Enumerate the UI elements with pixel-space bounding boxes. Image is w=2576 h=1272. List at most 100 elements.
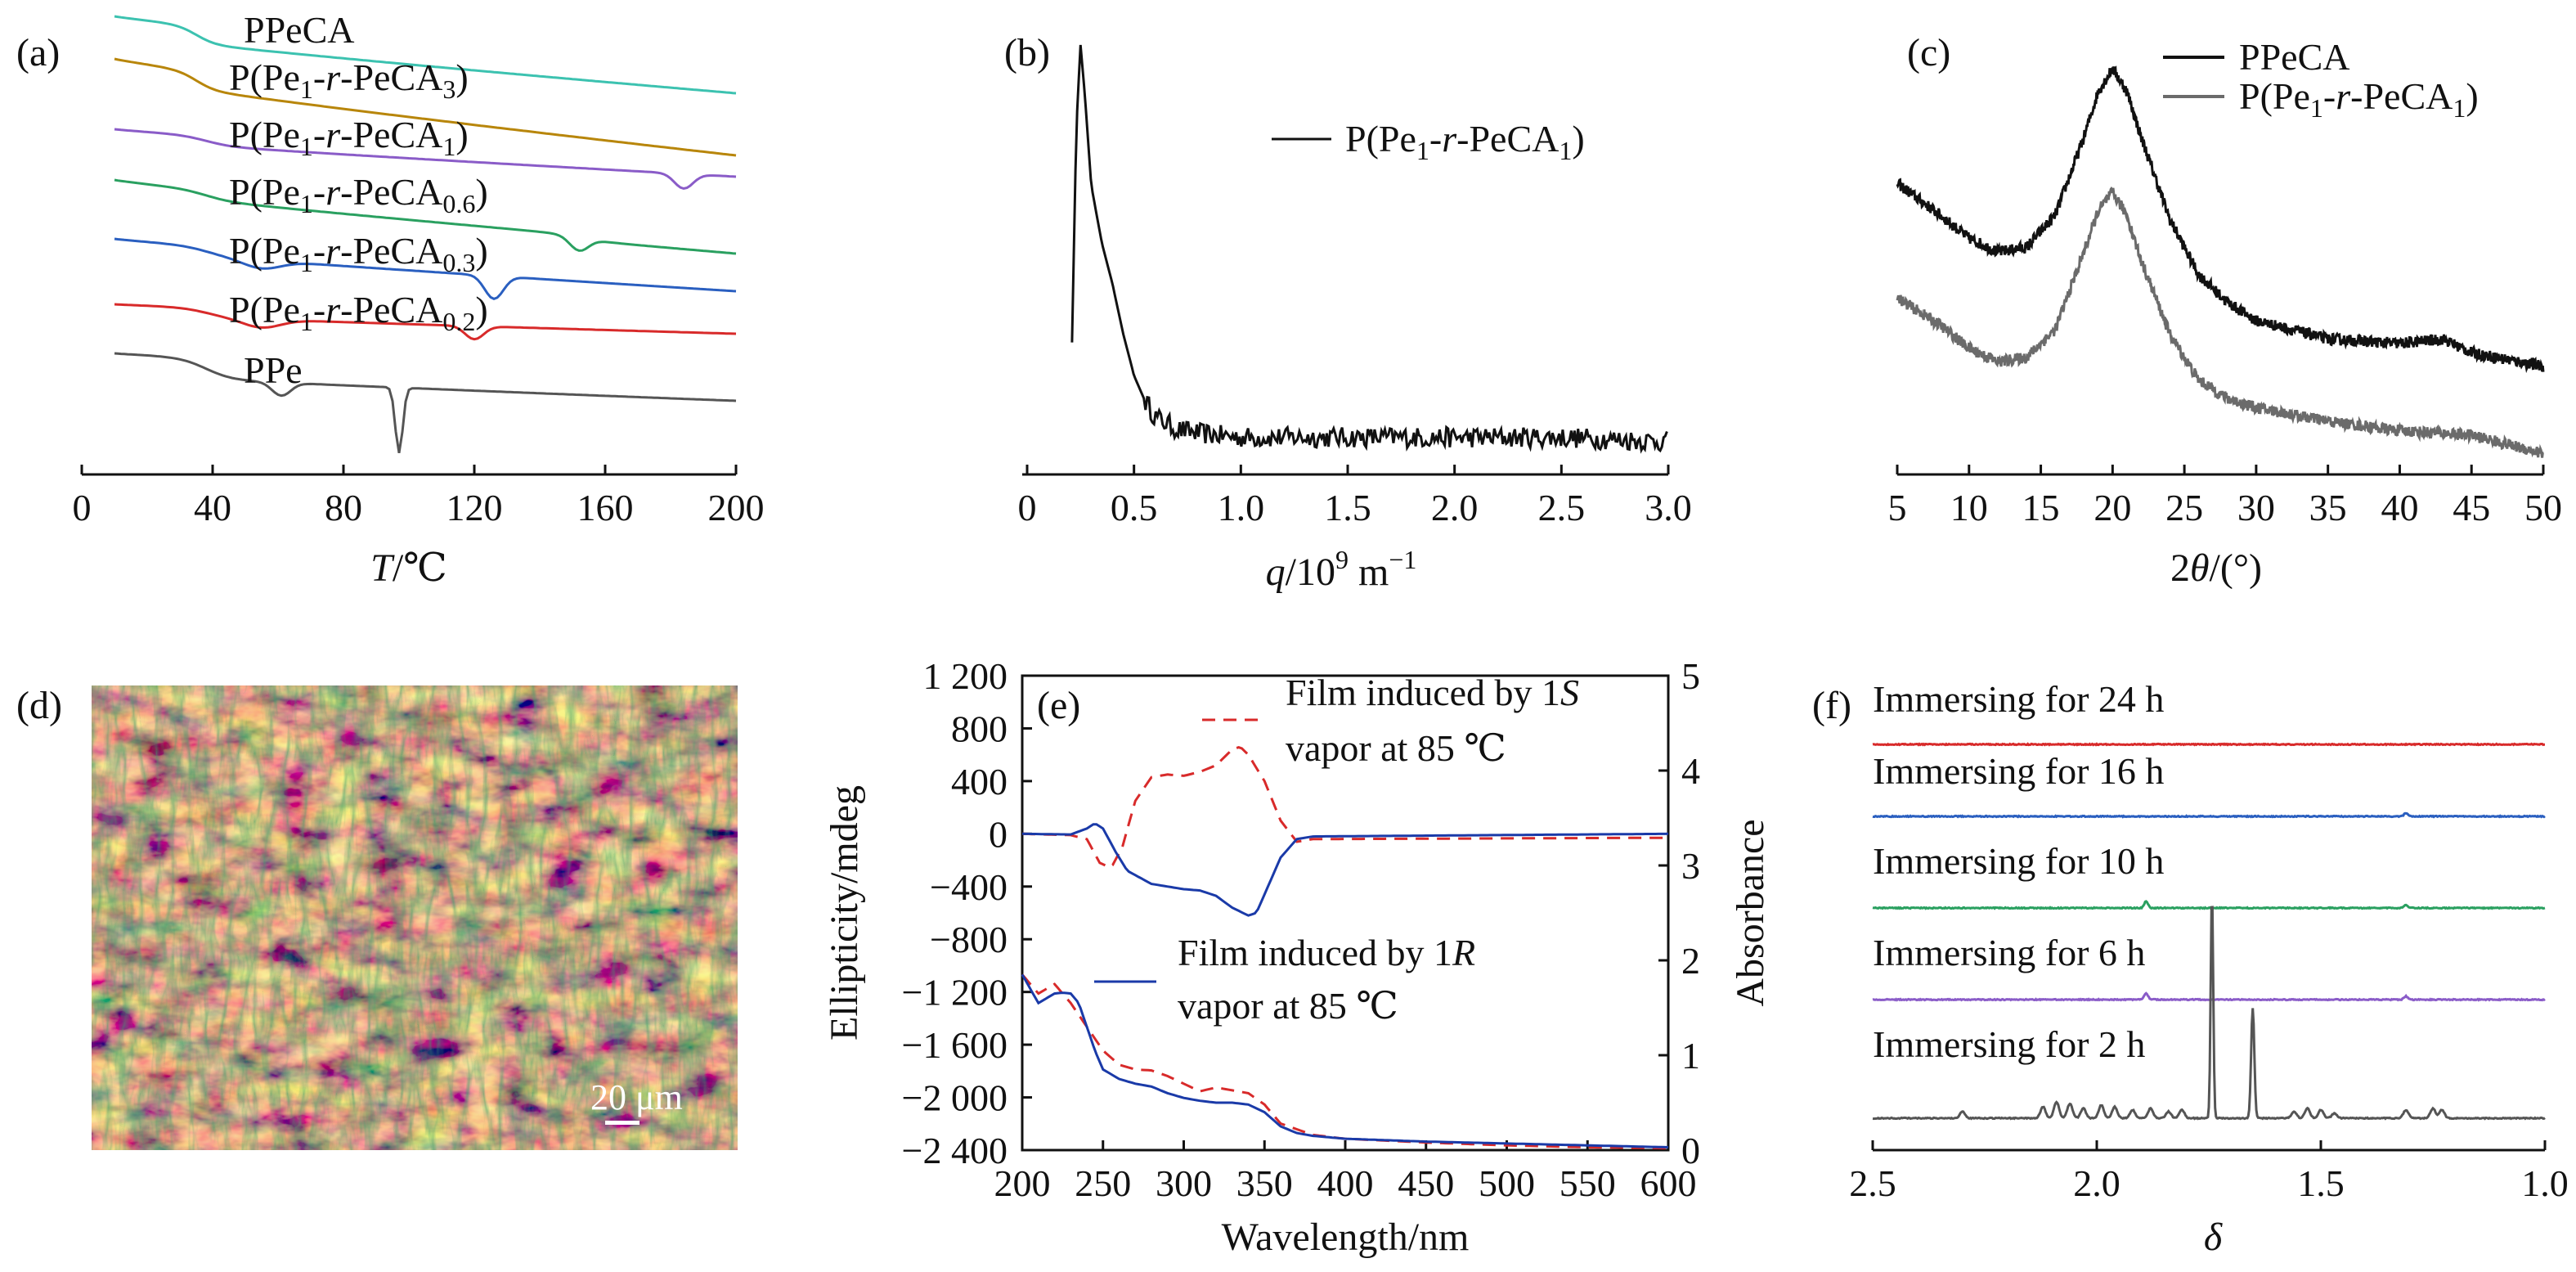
e-yl-tick-label-4: −400 xyxy=(930,866,1008,908)
e-yl-tick-label-5: −800 xyxy=(930,919,1008,960)
c-series-ppeca xyxy=(1896,65,2545,374)
a-x-tick-label-3: 120 xyxy=(447,487,503,528)
e-yr-tick-label-2: 2 xyxy=(1681,940,1700,982)
c-x-tick-label-2: 15 xyxy=(2022,487,2060,528)
e-yl-tick-label-3: 0 xyxy=(989,813,1008,855)
e-x-tick-label-7: 550 xyxy=(1560,1162,1616,1204)
c-series-copolymer xyxy=(1896,186,2544,458)
e-yl-tick-label-9: −2 400 xyxy=(902,1130,1008,1171)
a-label-ppeca: PPeCA xyxy=(244,9,354,51)
e-yl-tick-label-6: −1 200 xyxy=(902,972,1008,1014)
e-x-tick-label-6: 500 xyxy=(1479,1162,1535,1204)
b-x-tick-label-0: 0 xyxy=(1018,487,1037,528)
f-series-line-4 xyxy=(1872,906,2546,1121)
f-label-6h: Immersing for 6 h xyxy=(1873,932,2145,973)
a-series-line-4 xyxy=(114,237,737,301)
e-y-axis-label-right: Absorbance xyxy=(1729,819,1772,1006)
a-series-label-1: P(Pe1-r-PeCA3) xyxy=(229,56,469,104)
c-x-tick-label-4: 25 xyxy=(2165,487,2203,528)
a-x-ticks: 0 40 80 120 160 200 xyxy=(73,465,765,528)
f-x-tick-label-1: 2.0 xyxy=(2073,1162,2120,1204)
polarized-micrograph: 20 μm xyxy=(92,685,738,1150)
f-x-tick-label-3: 1.0 xyxy=(2521,1162,2569,1204)
a-series-label-5: P(Pe1-r-PeCA0.2) xyxy=(229,289,488,336)
e-yr-tick-label-0: 0 xyxy=(1681,1130,1700,1171)
e-y-axis-label-left: Ellipticity/mdeg xyxy=(823,785,866,1041)
a-x-tick-label-0: 0 xyxy=(73,487,92,528)
a-x-tick-label-4: 160 xyxy=(577,487,634,528)
e-x-axis-label: Wavelength/nm xyxy=(1222,1216,1470,1259)
e-series-line-1 xyxy=(1021,823,1669,917)
c-x-tick-label-6: 35 xyxy=(2309,487,2347,528)
f-series-line-1 xyxy=(1872,811,2546,819)
panel-c-waxd: 5 10 15 20 25 30 35 40 45 50 PPeCA P(Pe1-r-PeCA1)… xyxy=(1888,36,2563,590)
f-x-ticks: 2.5 2.0 1.5 1.0 xyxy=(1849,1140,2569,1204)
f-x-tick-label-2: 1.5 xyxy=(2297,1162,2345,1204)
scalebar-label: 20 μm xyxy=(590,1077,683,1117)
c-x-tick-label-7: 40 xyxy=(2381,487,2418,528)
f-label-10h: Immersing for 10 h xyxy=(1873,840,2164,882)
c-x-ticks: 5 10 15 20 25 30 35 40 45 50 xyxy=(1888,465,2562,528)
a-x-tick-label-5: 200 xyxy=(708,487,765,528)
panel-label-e: (e) xyxy=(1037,684,1080,727)
e-x-tick-label-2: 300 xyxy=(1156,1162,1212,1204)
e-yr-tick-label-5: 5 xyxy=(1681,655,1700,697)
a-series-label-4: P(Pe1-r-PeCA0.3) xyxy=(229,230,488,277)
a-x-axis-label: T/℃ xyxy=(370,546,447,590)
c-legend-label-2: P(Pe1-r-PeCA1) xyxy=(2239,75,2479,123)
a-series-line-1 xyxy=(114,57,737,157)
e-series-line-3 xyxy=(1021,973,1669,1148)
e-yl-tick-label-2: 400 xyxy=(951,761,1008,802)
c-x-tick-label-1: 10 xyxy=(1950,487,1988,528)
e-legend-s-line2: vapor at 85 ℃ xyxy=(1286,727,1506,769)
a-series-line-0 xyxy=(114,15,737,95)
e-x-tick-label-0: 200 xyxy=(994,1162,1051,1204)
a-series-line-5 xyxy=(114,303,737,341)
panel-label-a: (a) xyxy=(16,31,60,74)
panel-f-nmr: 2.5 2.0 1.5 1.0 Immersing for 24 h Immersin… xyxy=(1849,678,2569,1259)
a-x-tick-label-1: 40 xyxy=(194,487,231,528)
f-x-tick-label-0: 2.5 xyxy=(1849,1162,1896,1204)
e-x-tick-label-8: 600 xyxy=(1640,1162,1697,1204)
c-x-tick-label-5: 30 xyxy=(2237,487,2275,528)
b-x-tick-label-1: 0.5 xyxy=(1111,487,1158,528)
f-series-line-2 xyxy=(1872,900,2546,910)
e-yl-tick-label-7: −1 600 xyxy=(902,1024,1008,1066)
e-yr-tick-label-4: 4 xyxy=(1681,750,1700,792)
b-x-tick-label-2: 1.0 xyxy=(1218,487,1265,528)
f-x-axis-label: δ xyxy=(2204,1216,2223,1259)
a-series-label-3: P(Pe1-r-PeCA0.6) xyxy=(229,171,488,218)
panel-a-dsc: 0 40 80 120 160 200 PPeCA P(Pe1-r-PeCA3)P(Pe1… xyxy=(73,9,765,590)
a-series-line-3 xyxy=(114,178,737,255)
f-curves xyxy=(1872,742,2546,1121)
c-legend-label-1: PPeCA xyxy=(2239,36,2349,78)
panel-label-b: (b) xyxy=(1004,31,1050,74)
b-x-ticks: 0 0.5 1.0 1.5 2.0 2.5 3.0 xyxy=(1018,465,1692,528)
a-series-line-6 xyxy=(114,352,737,454)
e-yr-tick-label-3: 3 xyxy=(1681,845,1700,887)
e-legend-s-line1: Film induced by 1S xyxy=(1286,672,1579,713)
b-x-tick-label-3: 1.5 xyxy=(1324,487,1371,528)
b-x-tick-label-4: 2.0 xyxy=(1431,487,1479,528)
c-x-tick-label-8: 45 xyxy=(2453,487,2490,528)
a-series-labels: P(Pe1-r-PeCA3) P(Pe1-r-PeCA1) P(Pe1-r-PeCA… xyxy=(229,56,488,336)
e-x-tick-label-3: 350 xyxy=(1236,1162,1293,1204)
b-x-tick-label-5: 2.5 xyxy=(1538,487,1586,528)
panel-label-d: (d) xyxy=(16,684,62,727)
c-x-tick-label-9: 50 xyxy=(2524,487,2562,528)
b-legend-label: P(Pe1-r-PeCA1) xyxy=(1345,118,1585,165)
e-x-tick-label-1: 250 xyxy=(1075,1162,1131,1204)
f-label-2h: Immersing for 2 h xyxy=(1873,1023,2145,1065)
e-yl-tick-label-8: −2 000 xyxy=(902,1077,1008,1119)
e-legend-r-line2: vapor at 85 ℃ xyxy=(1178,985,1398,1027)
b-series-line xyxy=(1070,44,1668,454)
c-x-tick-label-3: 20 xyxy=(2094,487,2131,528)
a-curves xyxy=(114,15,737,454)
scalebar xyxy=(605,1121,640,1125)
a-series-label-2: P(Pe1-r-PeCA1) xyxy=(229,114,469,161)
e-x-tick-label-4: 400 xyxy=(1317,1162,1374,1204)
a-x-tick-label-2: 80 xyxy=(325,487,362,528)
